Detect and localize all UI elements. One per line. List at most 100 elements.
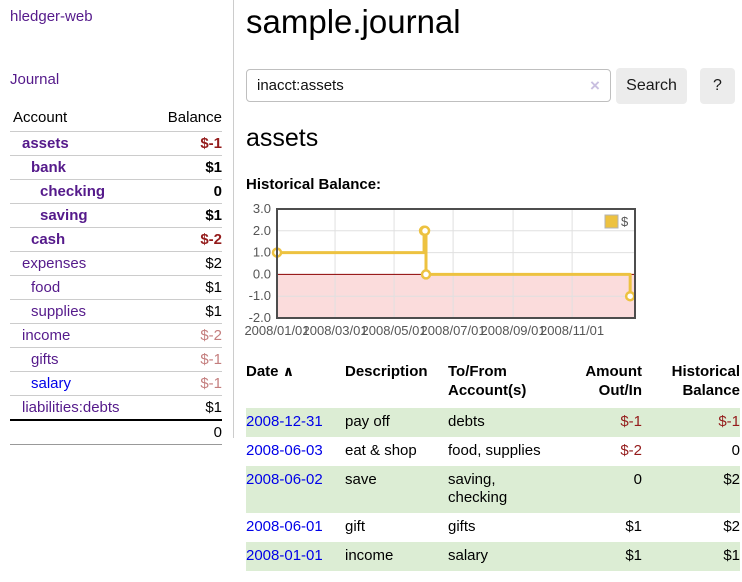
- register-row: 2008-01-01 income salary $1 $1: [246, 542, 740, 571]
- description-column-header: Description: [345, 363, 428, 380]
- account-balance: $-2: [149, 323, 222, 348]
- y-axis-tick-label: -2.0: [249, 310, 271, 325]
- transaction-balance: $2: [723, 471, 740, 488]
- transaction-accounts: debts: [448, 413, 485, 430]
- register-row: 2008-06-03 eat & shop food, supplies $-2 0: [246, 437, 740, 466]
- transaction-date-link[interactable]: 2008-06-03: [246, 442, 323, 459]
- account-balance: $-1: [149, 131, 222, 156]
- account-column-header: Account: [13, 109, 68, 126]
- account-row: liabilities:debts $1: [10, 395, 222, 420]
- transaction-description: save: [345, 471, 377, 488]
- account-row: cash $-2: [10, 227, 222, 252]
- transaction-date-link[interactable]: 2008-01-01: [246, 547, 323, 564]
- account-link-salary[interactable]: salary: [31, 375, 72, 392]
- transaction-description: eat & shop: [345, 442, 417, 459]
- x-axis-tick-label: 2008/03/01: [303, 323, 368, 338]
- account-balance: $-2: [149, 227, 222, 252]
- accounts-column-header: To/From Account(s): [448, 363, 527, 399]
- account-balance: $1: [149, 299, 222, 324]
- data-point-marker[interactable]: [419, 225, 431, 237]
- account-row: checking 0: [10, 179, 222, 204]
- accounts-total-value: 0: [149, 419, 222, 445]
- account-balance: $1: [149, 155, 222, 180]
- account-link-liabilities-debts[interactable]: liabilities:debts: [22, 399, 120, 416]
- sidebar-divider: [233, 0, 234, 438]
- transaction-description: income: [345, 547, 394, 564]
- account-balance: 0: [149, 179, 222, 204]
- date-column-header: Date ∧: [246, 363, 295, 380]
- transaction-accounts: gifts: [448, 518, 476, 535]
- x-axis-tick-label: 2008/09/01: [481, 323, 546, 338]
- account-heading: assets: [246, 124, 319, 152]
- account-link-bank[interactable]: bank: [31, 159, 67, 176]
- search-button[interactable]: Search: [616, 68, 687, 104]
- plot-border: [276, 208, 636, 319]
- account-row: supplies $1: [10, 299, 222, 324]
- y-axis-tick-label: 1.0: [253, 245, 271, 260]
- register-row: 2008-12-31 pay off debts $-1 $-1: [246, 408, 740, 437]
- accounts-table: Account Balance assets $-1 bank $1 checking 0…: [10, 105, 222, 445]
- y-axis-tick-label: -1.0: [249, 288, 271, 303]
- account-link-cash[interactable]: cash: [31, 231, 66, 248]
- account-link-checking[interactable]: checking: [40, 183, 106, 200]
- register-row: 2008-06-01 gift gifts $1 $2: [246, 513, 740, 542]
- register-header-row: Date ∧ Description To/From Account(s) Am…: [246, 360, 740, 408]
- legend-label: $: [621, 214, 629, 229]
- transaction-balance: $1: [723, 547, 740, 564]
- account-balance: $2: [149, 251, 222, 276]
- transaction-date-link[interactable]: 2008-06-01: [246, 518, 323, 535]
- x-axis-tick-label: 2008/05/01: [362, 323, 427, 338]
- x-axis-tick-label: 2008/11/01: [540, 323, 604, 338]
- transaction-date-link[interactable]: 2008-06-02: [246, 471, 323, 488]
- x-axis-tick-label: 2008/07/01: [421, 323, 486, 338]
- y-axis-tick-label: 2.0: [253, 223, 271, 238]
- account-balance: $1: [149, 395, 222, 420]
- help-button[interactable]: ?: [700, 68, 735, 104]
- account-row: salary $-1: [10, 371, 222, 396]
- transaction-description: pay off: [345, 413, 390, 430]
- account-row: saving $1: [10, 203, 222, 228]
- y-axis-tick-label: 0.0: [253, 266, 271, 281]
- transaction-date-link[interactable]: 2008-12-31: [246, 413, 323, 430]
- account-balance: $-1: [149, 371, 222, 396]
- transaction-amount: $-1: [620, 413, 642, 430]
- account-link-assets[interactable]: assets: [22, 135, 69, 152]
- page-title: sample.journal: [246, 3, 461, 40]
- transaction-balance: $-1: [718, 413, 740, 430]
- transaction-accounts: food, supplies: [448, 442, 541, 459]
- account-balance: $1: [149, 275, 222, 300]
- transaction-amount: $1: [625, 547, 642, 564]
- transaction-amount: 0: [633, 471, 642, 488]
- account-row: income $-2: [10, 323, 222, 348]
- account-balance: $1: [149, 203, 222, 228]
- register-row: 2008-06-02 save saving, checking 0 $2: [246, 466, 740, 513]
- account-link-supplies[interactable]: supplies: [31, 303, 87, 320]
- x-axis-tick-label: 2008/01/01: [244, 323, 309, 338]
- account-link-food[interactable]: food: [31, 279, 61, 296]
- journal-link[interactable]: Journal: [10, 71, 60, 88]
- account-balance: $-1: [149, 347, 222, 372]
- account-link-gifts[interactable]: gifts: [31, 351, 59, 368]
- amount-column-header: Amount Out/In: [585, 363, 642, 399]
- account-row: assets $-1: [10, 131, 222, 156]
- account-link-income[interactable]: income: [22, 327, 71, 344]
- data-point-marker[interactable]: [420, 269, 432, 280]
- transaction-amount: $1: [625, 518, 642, 535]
- account-row: food $1: [10, 275, 222, 300]
- y-axis-tick-label: 3.0: [253, 202, 271, 216]
- transaction-accounts: saving, checking: [448, 471, 508, 506]
- account-row: bank $1: [10, 155, 222, 180]
- data-point-marker[interactable]: [624, 290, 636, 302]
- balance-column-header: Historical Balance: [671, 363, 740, 399]
- chart-title: Historical Balance:: [246, 176, 382, 193]
- balance-column-header: Balance: [167, 109, 222, 126]
- register-table: Date ∧ Description To/From Account(s) Am…: [246, 360, 740, 571]
- historical-balance-chart[interactable]: $3.0 2.0 1.0 0.0 -1.0 -2.02008/01/012008/03/0…: [244, 202, 726, 342]
- transaction-amount: $-2: [620, 442, 642, 459]
- search-input[interactable]: [246, 69, 611, 102]
- account-link-saving[interactable]: saving: [40, 207, 88, 224]
- transaction-balance: $2: [723, 518, 740, 535]
- app-title-link[interactable]: hledger-web: [10, 8, 93, 25]
- account-link-expenses[interactable]: expenses: [22, 255, 87, 272]
- clear-search-icon[interactable]: ×: [590, 76, 600, 95]
